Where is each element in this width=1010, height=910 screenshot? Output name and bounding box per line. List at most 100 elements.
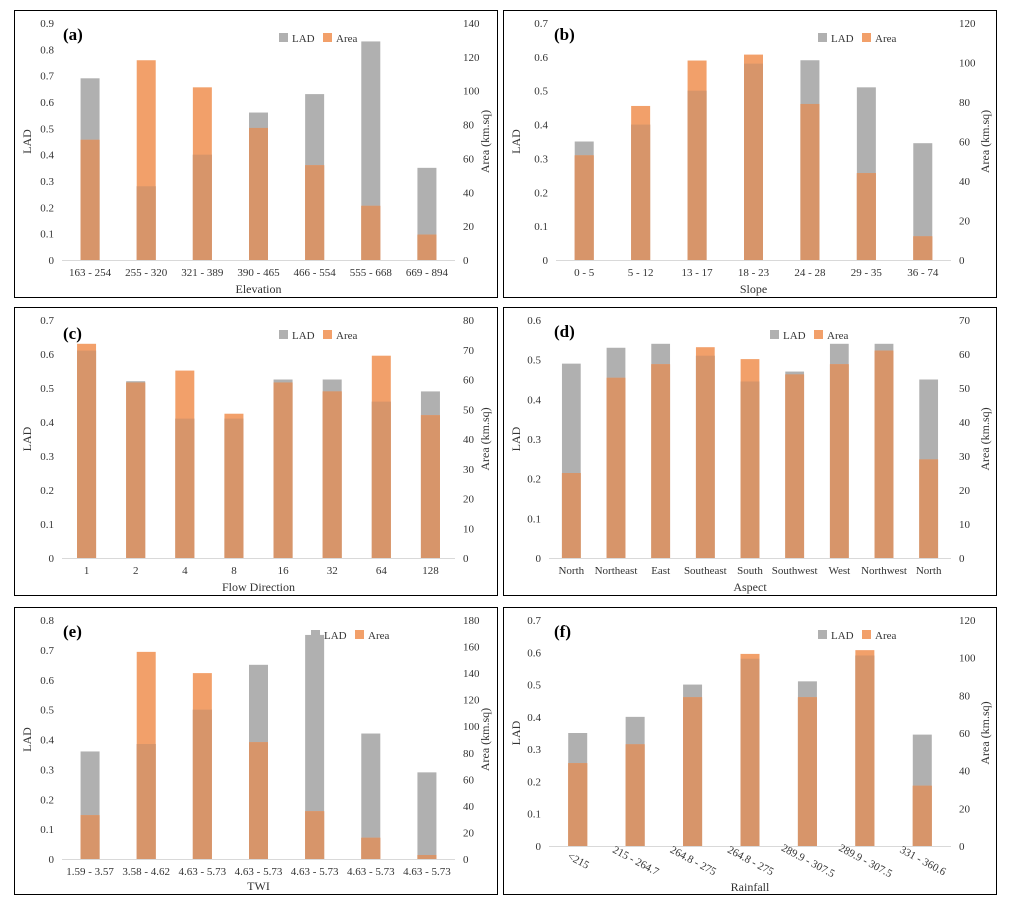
y-axis-title: LAD [509,129,523,154]
bar-overlap [322,391,342,558]
chart-panel-rainfall: 0 0.1 0.2 0.3 0.4 0.5 0.6 0.7 0 20 40 60 80 100 120 <21… [503,607,997,895]
y-tick-label: 0.3 [40,451,54,463]
panel-label: (d) [554,322,575,341]
y2-tick-label: 20 [959,485,971,497]
y2-tick-label: 80 [463,748,475,760]
x-axis-title: Elevation [236,282,282,296]
y-tick-label: 0.7 [40,71,54,83]
y-axis-title: LAD [509,720,523,745]
bar-overlap [874,350,894,558]
chart-svg-slope: 0 0.1 0.2 0.3 0.4 0.5 0.6 0.7 0 20 40 60 80 100 120 0 -… [509,18,992,296]
legend-label-area: Area [875,33,896,45]
y-tick-label: 0.1 [527,809,541,821]
panel-label: (c) [63,324,82,343]
x-tick-label: 4.63 - 5.73 [179,866,227,878]
legend-swatch-area [323,33,332,42]
x-tick-label: 4 [182,565,188,577]
x-tick-label: 29 - 35 [851,267,883,279]
x-tick-label: 1 [84,565,90,577]
y2-tick-label: 50 [959,383,971,395]
y-tick-label: 0.5 [40,123,54,135]
y2-tick-label: 40 [959,176,971,188]
bar-overlap [856,173,876,260]
y-tick-label: 0.6 [40,349,54,361]
bar-overlap [420,415,440,558]
y2-tick-label: 0 [463,553,469,565]
chart-svg-aspect: 0 0.1 0.2 0.3 0.4 0.5 0.6 0 10 20 30 40 50 60 70 North N… [509,315,992,594]
y-tick-label: 0.8 [40,615,54,627]
x-tick-label: Southwest [772,565,818,577]
y-axis-title: LAD [20,129,34,154]
legend-label-lad: LAD [324,630,347,642]
bar-overlap [371,401,391,558]
y-tick-label: 0.6 [40,97,54,109]
x-tick-label: South [737,565,763,577]
y-tick-label: 0.4 [534,120,548,132]
y2-tick-label: 50 [463,404,475,416]
bar-overlap [361,837,381,859]
bar-overlap [361,205,381,260]
y2-tick-label: 0 [959,841,965,853]
chart-panel-flow-direction: 0 0.1 0.2 0.3 0.4 0.5 0.6 0.7 0 10 20 30 40 50 60 70 80 1… [14,307,498,596]
x-tick-label: 3.58 - 4.62 [122,866,170,878]
bar-overlap [829,364,849,558]
legend-label-area: Area [875,630,896,642]
bar-overlap [136,743,156,859]
x-axis-title: Rainfall [731,880,770,894]
legend-swatch-lad [279,33,288,42]
y2-tick-label: 40 [959,766,971,778]
x-tick-label: 0 - 5 [574,267,595,279]
bar-overlap [249,742,268,859]
x-tick-label: 264.8 - 275 [668,844,719,878]
bar-overlap [305,165,325,260]
x-tick-label: 289.9 - 307.5 [779,842,837,880]
x-tick-label: 2 [133,565,139,577]
x-tick-label: 4.63 - 5.73 [291,866,339,878]
chart-panel-twi: 0 0.1 0.2 0.3 0.4 0.5 0.6 0.7 0.8 0 20 40 60 80 100 120… [14,607,498,895]
legend-label-area: Area [827,330,848,342]
x-tick-label: 13 - 17 [681,267,713,279]
legend-label-area: Area [336,330,357,342]
y2-tick-label: 120 [463,695,480,707]
bar-overlap [561,473,581,558]
x-tick-label: 36 - 74 [907,267,939,279]
y2-axis-title: Area (km.sq) [478,708,492,771]
y2-tick-label: 140 [463,18,480,30]
bar-overlap [136,186,156,260]
bar-overlap [625,744,645,846]
y2-tick-label: 40 [463,434,475,446]
y2-tick-label: 180 [463,615,480,627]
legend-label-lad: LAD [292,330,315,342]
x-tick-label: Northeast [595,565,638,577]
bar-overlap [740,381,760,558]
bar-overlap [249,127,268,260]
x-tick-label: 16 [278,565,290,577]
y2-tick-label: 20 [959,803,971,815]
y2-tick-label: 40 [959,417,971,429]
x-tick-label: Northwest [861,565,907,577]
x-tick-label: 8 [231,565,237,577]
y2-tick-label: 0 [463,255,469,267]
bar-overlap [80,139,100,260]
x-axis-title: Aspect [733,580,767,594]
chart-svg-elevation: 0 0.1 0.2 0.3 0.4 0.5 0.6 0.7 0.8 0.9 0 20 40 60 80 100… [20,18,492,296]
y-tick-label: 0.5 [40,383,54,395]
y2-tick-label: 80 [959,690,971,702]
bar-lad [305,634,325,859]
bar-overlap [574,155,594,260]
y2-axis-title: Area (km.sq) [978,701,992,764]
bar-overlap [785,374,805,558]
bar-overlap [305,811,325,859]
legend-label-area: Area [336,33,357,45]
y-tick-label: 0.2 [40,485,54,497]
bar-overlap [797,697,817,846]
bar-overlap [126,382,146,558]
y-tick-label: 0.3 [527,744,541,756]
y2-tick-label: 60 [463,774,475,786]
y-tick-label: 0.3 [40,176,54,188]
x-tick-label: 4.63 - 5.73 [403,866,451,878]
y-tick-label: 0.7 [40,315,54,327]
y-tick-label: 0.7 [534,18,548,30]
y-tick-label: 0.5 [527,680,541,692]
legend-swatch-area [323,330,332,339]
